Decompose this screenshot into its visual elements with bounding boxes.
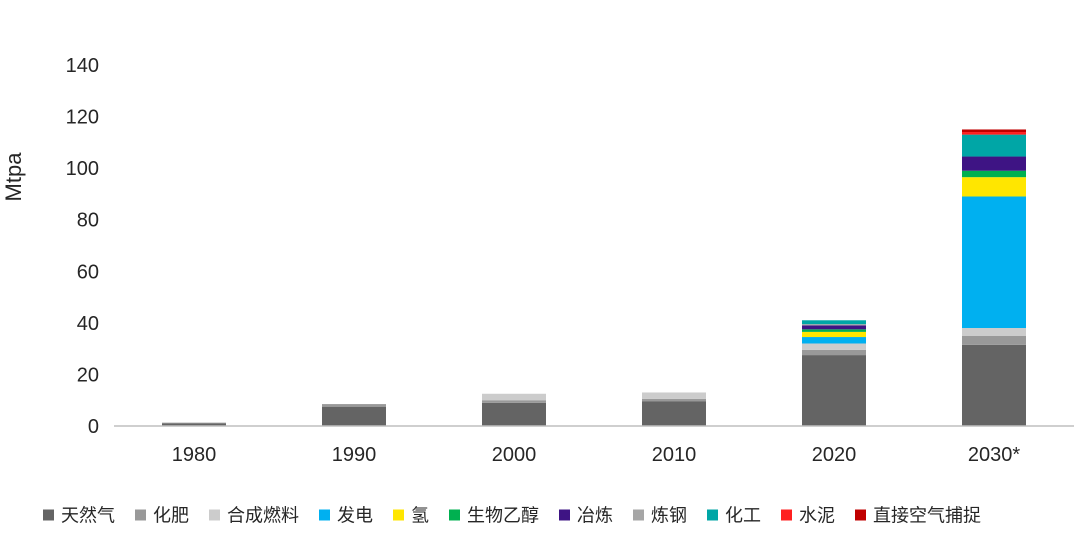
y-tick-label: 80 xyxy=(77,210,99,232)
bar-segment xyxy=(962,156,1026,171)
bar-segment xyxy=(322,404,386,407)
bar-segment xyxy=(802,337,866,344)
legend-label: 合成燃料 xyxy=(227,506,299,527)
legend-swatch xyxy=(855,509,866,521)
bar-segment xyxy=(802,349,866,356)
legend-item: 合成燃料 xyxy=(209,506,299,527)
legend-swatch xyxy=(707,509,718,521)
y-tick-label: 40 xyxy=(77,313,99,335)
bar-segment xyxy=(802,325,866,330)
x-tick-label: 1980 xyxy=(172,444,217,466)
legend-label: 生物乙醇 xyxy=(467,506,539,527)
legend-swatch xyxy=(319,509,330,521)
bar-segment xyxy=(802,320,866,325)
legend-label: 直接空气捕捉 xyxy=(873,506,981,527)
legend-swatch xyxy=(135,509,146,521)
bar-segment xyxy=(482,400,546,403)
legend-item: 发电 xyxy=(319,506,373,527)
legend-label: 炼钢 xyxy=(651,506,687,527)
x-tick-label: 2010 xyxy=(652,444,697,466)
legend-swatch xyxy=(633,509,644,521)
y-tick-label: 0 xyxy=(88,416,99,438)
bar-segment xyxy=(802,343,866,350)
legend-item: 氢 xyxy=(393,506,429,527)
legend-label: 天然气 xyxy=(61,506,115,527)
y-tick-label: 100 xyxy=(66,158,99,180)
legend: 天然气 化肥 合成燃料 发电 氢 生物乙醇 冶炼 炼钢 化工 水泥 直接空气捕捉 xyxy=(43,506,981,527)
legend-label: 化肥 xyxy=(153,506,189,527)
legend-item: 水泥 xyxy=(781,506,835,527)
bar-segment xyxy=(162,423,226,426)
bar-segment xyxy=(962,328,1026,336)
bar-segment xyxy=(482,393,546,401)
bar-segment xyxy=(642,398,706,402)
bar-segment xyxy=(962,132,1026,135)
bar-segment xyxy=(322,406,386,426)
y-tick-label: 60 xyxy=(77,261,99,283)
bars xyxy=(162,129,1026,426)
bar-segment xyxy=(642,392,706,399)
legend-item: 化工 xyxy=(707,506,761,527)
legend-item: 直接空气捕捉 xyxy=(855,506,981,527)
legend-label: 发电 xyxy=(337,506,373,527)
x-tick-label: 2000 xyxy=(492,444,537,466)
legend-label: 水泥 xyxy=(799,506,835,527)
bar-segment xyxy=(162,422,226,424)
legend-swatch xyxy=(559,509,570,521)
x-axis-ticks: 1980 1990 2000 2010 2020 2030* xyxy=(172,444,1021,466)
bar-segment xyxy=(962,196,1026,329)
legend-label: 氢 xyxy=(411,506,429,527)
y-axis-title: Mtpa xyxy=(1,152,26,202)
x-tick-label: 1990 xyxy=(332,444,377,466)
legend-swatch xyxy=(449,509,460,521)
bar-segment xyxy=(802,331,866,338)
bar-segment xyxy=(802,324,866,326)
bar-segment xyxy=(962,177,1026,197)
bar-segment xyxy=(802,329,866,332)
bar-segment xyxy=(962,344,1026,426)
y-axis-ticks: 0 20 40 60 80 100 120 140 xyxy=(66,55,99,438)
legend-item: 化肥 xyxy=(135,506,189,527)
bar-segment xyxy=(962,134,1026,157)
legend-swatch xyxy=(43,509,54,521)
bar-segment xyxy=(962,170,1026,178)
bar-segment xyxy=(962,335,1026,345)
legend-item: 天然气 xyxy=(43,506,115,527)
bar-segment xyxy=(962,129,1026,133)
y-tick-label: 140 xyxy=(66,55,99,77)
x-tick-label: 2020 xyxy=(812,444,857,466)
bar-segment xyxy=(482,402,546,426)
legend-swatch xyxy=(781,509,792,521)
x-tick-label: 2030* xyxy=(968,444,1020,466)
legend-label: 冶炼 xyxy=(577,506,613,527)
y-tick-label: 120 xyxy=(66,107,99,129)
legend-item: 冶炼 xyxy=(559,506,613,527)
legend-swatch xyxy=(393,509,404,521)
bar-segment xyxy=(802,355,866,426)
legend-label: 化工 xyxy=(725,506,761,527)
y-tick-label: 20 xyxy=(77,364,99,386)
legend-item: 生物乙醇 xyxy=(449,506,539,527)
bar-segment xyxy=(642,401,706,426)
legend-swatch xyxy=(209,509,220,521)
legend-item: 炼钢 xyxy=(633,506,687,527)
